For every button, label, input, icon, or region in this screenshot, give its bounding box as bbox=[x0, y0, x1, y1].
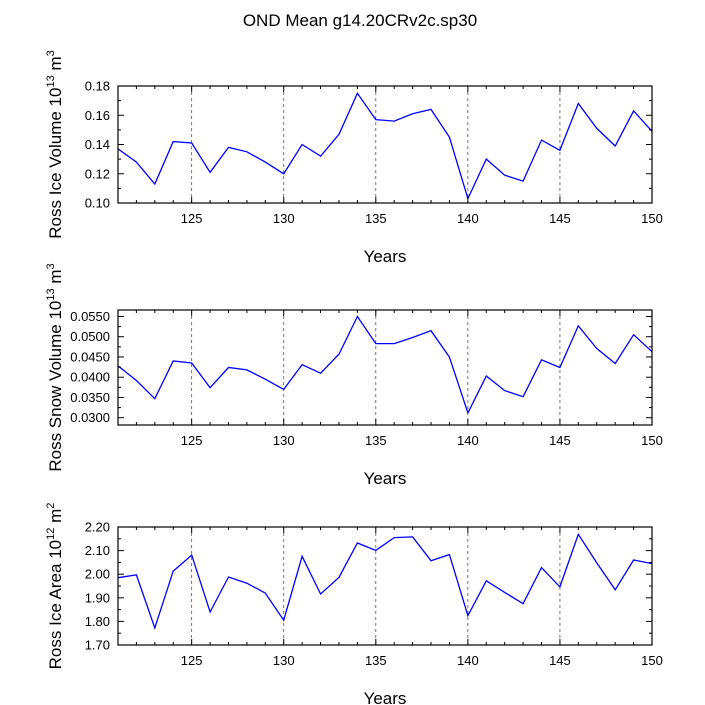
x-tick-label: 140 bbox=[457, 433, 479, 448]
y-tick-label: 2.20 bbox=[85, 520, 110, 535]
y-axis-title-main: Ross Ice Area 10 bbox=[46, 540, 65, 669]
y-tick-label: 0.0450 bbox=[70, 349, 110, 364]
y-tick-label: 0.18 bbox=[85, 79, 110, 94]
y-axis-title-main: Ross Ice Volume 10 bbox=[46, 88, 65, 239]
y-axis-title: Ross Ice Volume 1013 m3 bbox=[45, 50, 65, 238]
x-tick-label: 135 bbox=[365, 211, 387, 226]
y-tick-label: 0.0400 bbox=[70, 370, 110, 385]
plot-frame bbox=[117, 85, 653, 204]
y-axis-title-unit: m bbox=[46, 509, 65, 528]
y-axis-title-exponent: 13 bbox=[45, 75, 57, 87]
y-tick-label: 0.14 bbox=[85, 137, 110, 152]
y-tick-label: 1.70 bbox=[85, 638, 110, 653]
x-tick-label: 150 bbox=[641, 653, 663, 668]
series-line-snow-volume bbox=[117, 315, 653, 415]
x-tick-label: 140 bbox=[457, 211, 479, 226]
y-axis-title-unit: m bbox=[46, 269, 65, 288]
x-tick-label: 130 bbox=[273, 211, 295, 226]
x-tick-label: 125 bbox=[181, 653, 203, 668]
panel-snow-volume: 0.0300 0.0350 0.0400 0.0450 0.0500 0.0550 125 1… bbox=[45, 263, 663, 488]
y-tick-label: 0.12 bbox=[85, 166, 110, 181]
series-line-ice-area bbox=[117, 532, 653, 631]
y-tick-label: 1.80 bbox=[85, 614, 110, 629]
y-axis-title-unit-exponent: 3 bbox=[45, 50, 57, 56]
x-tick-label: 150 bbox=[641, 433, 663, 448]
y-axis-title-main: Ross Snow Volume 10 bbox=[46, 301, 65, 472]
y-axis-title-unit-exponent: 3 bbox=[45, 263, 57, 269]
x-axis-title: Years bbox=[364, 247, 407, 266]
x-tick-label: 125 bbox=[181, 433, 203, 448]
x-tick-label: 145 bbox=[549, 211, 571, 226]
x-tick-label: 130 bbox=[273, 433, 295, 448]
y-tick-label: 2.00 bbox=[85, 567, 110, 582]
x-axis-title: Years bbox=[364, 469, 407, 488]
x-tick-label: 145 bbox=[549, 433, 571, 448]
x-tick-label: 145 bbox=[549, 653, 571, 668]
x-tick-label: 130 bbox=[273, 653, 295, 668]
y-tick-label: 0.0300 bbox=[70, 410, 110, 425]
x-axis-title: Years bbox=[364, 689, 407, 705]
y-tick-label: 1.90 bbox=[85, 590, 110, 605]
x-tick-label: 135 bbox=[365, 653, 387, 668]
y-axis-title: Ross Ice Area 1012 m2 bbox=[45, 503, 65, 670]
y-tick-label: 0.16 bbox=[85, 108, 110, 123]
y-axis-title-exponent: 13 bbox=[45, 288, 57, 300]
x-tick-label: 140 bbox=[457, 653, 479, 668]
panel-ice-area: 1.70 1.80 1.90 2.00 2.10 2.20 125 130 135 140 145 1… bbox=[45, 503, 663, 705]
y-tick-label: 0.0550 bbox=[70, 309, 110, 324]
panel-ice-volume: 0.10 0.12 0.14 0.16 0.18 125 130 135 140 145 150 Ye… bbox=[45, 50, 663, 266]
plot-frame bbox=[117, 309, 653, 426]
y-tick-label: 0.10 bbox=[85, 196, 110, 211]
y-tick-label: 0.0350 bbox=[70, 390, 110, 405]
y-tick-label: 2.10 bbox=[85, 543, 110, 558]
x-tick-label: 150 bbox=[641, 211, 663, 226]
series-line-ice-volume bbox=[117, 91, 653, 201]
figure-title: OND Mean g14.20CRv2c.sp30 bbox=[243, 11, 477, 30]
y-axis-title-exponent: 12 bbox=[45, 528, 57, 540]
y-axis-title-unit-exponent: 2 bbox=[45, 503, 57, 509]
y-axis-title: Ross Snow Volume 1013 m3 bbox=[45, 263, 65, 471]
x-tick-label: 135 bbox=[365, 433, 387, 448]
y-axis-title-unit: m bbox=[46, 56, 65, 75]
y-tick-label: 0.0500 bbox=[70, 329, 110, 344]
x-tick-label: 125 bbox=[181, 211, 203, 226]
